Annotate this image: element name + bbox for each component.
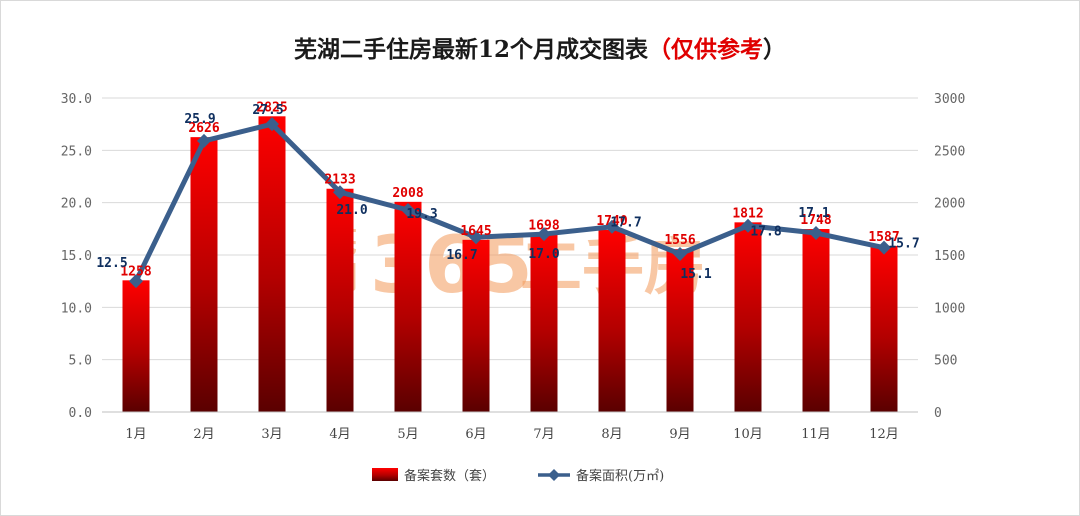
y-left-tick-label: 25.0: [61, 144, 92, 159]
line-value-label: 17.7: [610, 216, 641, 231]
bar-value-label: 1698: [528, 218, 559, 233]
x-tick-label: 10月: [733, 427, 763, 442]
y-left-tick-label: 30.0: [61, 92, 92, 107]
bar-value-label: 1748: [800, 213, 831, 228]
x-tick-label: 4月: [329, 427, 350, 442]
bar: [530, 234, 558, 412]
y-left-tick-label: 10.0: [61, 301, 92, 316]
legend-bar-swatch: [372, 468, 398, 481]
line-value-label: 17.1: [798, 206, 829, 221]
bar: [734, 222, 762, 412]
line-point: [197, 133, 211, 148]
y-right-tick-label: 1500: [934, 249, 965, 264]
line-value-label: 25.9: [184, 112, 215, 127]
x-tick-label: 7月: [533, 427, 554, 442]
line-value-label: 27.5: [252, 103, 283, 118]
line-point: [673, 246, 687, 261]
y-right-tick-label: 0: [934, 406, 942, 421]
line-point: [877, 240, 891, 255]
x-tick-label: 5月: [397, 427, 418, 442]
line-value-label: 17.0: [528, 247, 559, 262]
bar-value-label: 1587: [868, 230, 899, 245]
line-series: [129, 117, 891, 289]
bar-value-label: 2008: [392, 186, 423, 201]
y-right-tick-label: 1000: [934, 301, 965, 316]
bar-value-label: 2133: [324, 173, 355, 188]
line-point: [401, 202, 415, 217]
bar-value-label: 1812: [732, 206, 763, 221]
x-tick-label: 12月: [869, 427, 899, 442]
bar-series: [122, 116, 898, 413]
axes: 0.0 5.0 10.0 15.0 20.0 25.0 30.0 0 500 1000 1500 20…: [61, 92, 966, 442]
line-point: [469, 230, 483, 245]
bar-value-label: 1740: [596, 214, 627, 229]
line-value-label: 21.0: [336, 203, 367, 218]
line-value-label: 15.7: [888, 237, 919, 252]
y-right-tick-label: 2000: [934, 197, 965, 212]
bar: [190, 137, 218, 413]
line-point: [741, 218, 755, 233]
line-value-label: 15.1: [680, 267, 711, 282]
legend-line-label: 备案面积(万㎡): [576, 468, 664, 484]
bar-value-label: 1556: [664, 233, 695, 248]
y-left-tick-label: 20.0: [61, 197, 92, 212]
bar: [666, 249, 694, 412]
line-point: [605, 219, 619, 234]
y-right-tick-label: 3000: [934, 92, 965, 107]
bar-value-label: 1258: [120, 264, 151, 279]
y-left-tick-label: 15.0: [61, 249, 92, 264]
bar: [462, 239, 490, 412]
bar: [122, 280, 150, 412]
y-right-tick-label: 2500: [934, 144, 965, 159]
legend-line-marker: [548, 469, 560, 481]
line-point: [809, 226, 823, 241]
chart-title-open-paren: （: [648, 36, 671, 63]
line-point: [129, 274, 143, 289]
y-left-tick-label: 0.0: [69, 406, 92, 421]
x-tick-label: 1月: [125, 427, 146, 442]
x-tick-label: 6月: [465, 427, 486, 442]
bar: [598, 229, 626, 412]
x-tick-label: 11月: [801, 427, 831, 442]
line-value-label: 17.8: [750, 225, 781, 240]
bar-value-label: 2626: [188, 121, 219, 136]
chart-title-close-paren: ）: [763, 36, 786, 63]
legend: 备案套数（套） 备案面积(万㎡): [372, 468, 664, 484]
bar-value-label: 2825: [256, 100, 287, 115]
x-tick-label: 3月: [261, 427, 282, 442]
x-tick-label: 8月: [601, 427, 622, 442]
bar-value-label: 1645: [460, 224, 491, 239]
bar: [394, 201, 422, 412]
line-value-label: 16.7: [446, 248, 477, 263]
line-point: [265, 117, 279, 132]
chart-title-highlight: 仅供参考: [671, 36, 763, 63]
x-tick-label: 9月: [669, 427, 690, 442]
bar: [870, 245, 898, 412]
data-labels: 1258 2626 2825 2133 2008 1645 1698 1740 1556 1812…: [96, 100, 919, 282]
line-point: [537, 227, 551, 242]
line-value-label: 19.3: [406, 207, 437, 222]
line-point: [333, 185, 347, 200]
chart-title: 芜湖二手住房最新12个月成交图表（仅供参考）: [0, 30, 1080, 64]
chart-title-main: 芜湖二手住房最新12个月成交图表: [293, 36, 648, 63]
bar: [258, 116, 286, 413]
bar: [326, 188, 354, 412]
line-value-label: 12.5: [96, 256, 127, 271]
y-left-tick-label: 5.0: [69, 354, 92, 369]
bar: [802, 229, 830, 412]
y-right-tick-label: 500: [934, 354, 957, 369]
x-tick-label: 2月: [193, 427, 214, 442]
legend-bar-label: 备案套数（套）: [404, 468, 495, 484]
area-line: [133, 121, 885, 283]
